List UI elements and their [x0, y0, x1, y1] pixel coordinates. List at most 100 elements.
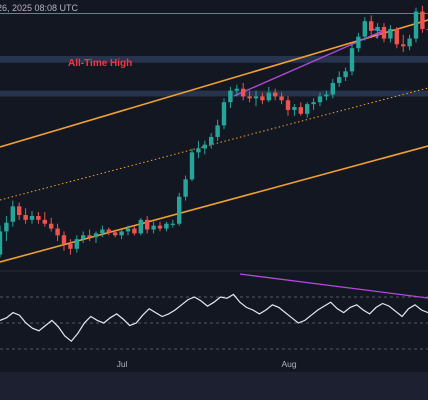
candle	[362, 17, 367, 41]
candle-body	[330, 82, 335, 95]
candle-body	[170, 223, 175, 225]
candle	[394, 27, 399, 49]
candle-body	[285, 100, 291, 110]
candle-body	[292, 107, 297, 110]
candle-body	[157, 225, 163, 229]
time-tick-label: Aug	[281, 359, 296, 369]
candle	[81, 231, 86, 243]
candle-body	[317, 96, 323, 103]
candle	[183, 175, 188, 201]
candle	[266, 86, 271, 103]
candle	[369, 15, 374, 37]
candle	[426, 28, 428, 31]
candle	[349, 44, 355, 76]
candle-body	[0, 231, 3, 255]
candle	[4, 216, 9, 242]
candle-body	[164, 223, 169, 229]
candle-body	[375, 27, 380, 31]
candle	[55, 223, 60, 242]
candle-body	[394, 28, 399, 45]
all-time-high-label: All-Time High	[68, 58, 132, 69]
candle	[170, 219, 175, 228]
candle	[305, 102, 310, 118]
candle	[381, 23, 387, 43]
candle	[247, 90, 252, 103]
candle-body	[132, 228, 137, 234]
key-zone-2	[0, 90, 428, 97]
channel-mid-line	[0, 87, 428, 201]
candle	[138, 217, 143, 236]
candle	[401, 34, 406, 53]
candle	[157, 221, 163, 232]
candle	[164, 221, 169, 232]
candle	[407, 34, 412, 51]
candle	[151, 221, 156, 234]
candle-body	[388, 28, 393, 39]
candle	[42, 212, 47, 227]
candle	[228, 86, 233, 108]
candle-body	[4, 222, 9, 232]
candle-body	[100, 229, 105, 234]
candle	[311, 98, 316, 110]
candle-body	[17, 206, 22, 216]
candle-body	[279, 96, 284, 101]
rsi-level-lines	[0, 296, 428, 350]
candle	[215, 119, 220, 141]
key-zones	[0, 55, 428, 97]
candle	[273, 88, 278, 101]
candle	[189, 148, 195, 182]
candle-body	[324, 94, 329, 97]
candle-body	[413, 11, 419, 39]
candle	[196, 140, 201, 159]
candle	[202, 140, 207, 155]
candle	[241, 82, 246, 101]
candle-body	[93, 233, 99, 238]
candle	[330, 79, 335, 99]
candle-body	[49, 223, 54, 229]
candle	[177, 192, 182, 226]
candle-body	[241, 88, 246, 97]
candle	[29, 211, 35, 224]
candle	[413, 7, 419, 43]
candle	[113, 229, 118, 238]
candle	[292, 104, 297, 116]
candle	[106, 227, 111, 236]
candle-body	[74, 239, 79, 249]
candle-body	[183, 179, 188, 197]
candle	[68, 239, 73, 255]
candle-body	[407, 38, 412, 47]
candle-body	[23, 215, 28, 220]
rsi-line	[0, 293, 428, 343]
candle-body	[401, 44, 406, 47]
candle-body	[10, 206, 15, 222]
candle	[17, 202, 22, 220]
candle	[298, 102, 303, 116]
channel-lower-line	[0, 145, 428, 263]
candle	[337, 71, 342, 87]
candle-body	[202, 144, 207, 149]
candle	[74, 235, 79, 253]
candle	[93, 231, 99, 243]
candle-body	[253, 96, 259, 99]
candle-body	[420, 11, 425, 29]
candle-body	[305, 104, 310, 114]
candle	[260, 92, 265, 105]
candle-body	[36, 216, 41, 220]
candle	[234, 84, 239, 97]
candle-body	[349, 48, 355, 72]
candle	[36, 212, 41, 224]
candle-body	[42, 219, 47, 224]
candle-body	[61, 235, 67, 244]
candle-body	[81, 235, 86, 240]
candle-body	[228, 90, 233, 103]
candle	[23, 208, 28, 224]
candle	[221, 98, 227, 130]
candle	[100, 225, 105, 238]
candle	[388, 25, 393, 43]
candle	[285, 96, 291, 116]
candle	[253, 90, 259, 107]
candle	[279, 92, 284, 105]
candle	[119, 229, 124, 240]
candle-body	[266, 92, 271, 101]
